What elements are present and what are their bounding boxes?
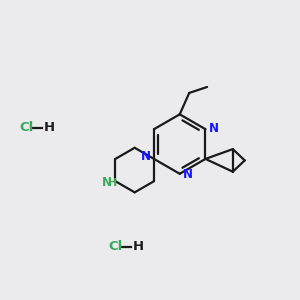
Text: N: N	[183, 169, 193, 182]
Text: Cl: Cl	[108, 240, 123, 253]
Text: H: H	[44, 121, 55, 134]
Text: Cl: Cl	[19, 121, 34, 134]
Text: N: N	[141, 150, 151, 163]
Text: N: N	[209, 122, 219, 134]
Text: H: H	[108, 178, 118, 188]
Text: N: N	[101, 176, 112, 189]
Text: H: H	[133, 240, 144, 253]
